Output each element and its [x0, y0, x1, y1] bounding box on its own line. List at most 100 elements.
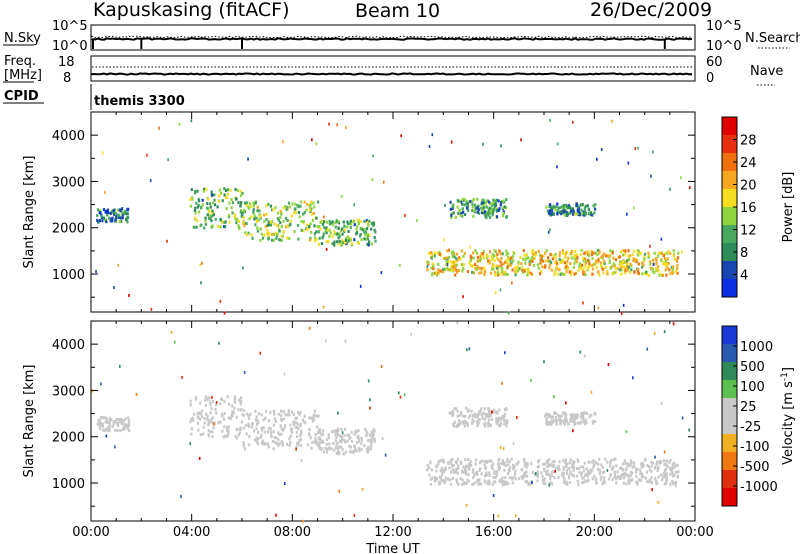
data-cell	[124, 417, 127, 421]
data-cell	[128, 429, 131, 433]
data-cell	[463, 251, 466, 255]
data-cell	[451, 252, 455, 256]
data-cell	[451, 268, 454, 272]
data-cell	[339, 229, 343, 233]
data-cell	[96, 422, 99, 426]
data-cell	[592, 459, 595, 463]
data-cell	[120, 421, 124, 425]
data-cell	[492, 198, 495, 202]
data-cell	[266, 442, 269, 446]
data-cell	[218, 188, 221, 192]
data-cell	[582, 411, 585, 415]
data-cell	[284, 225, 288, 229]
noise-search-trace	[91, 35, 693, 39]
data-cell	[631, 465, 634, 469]
data-cell	[299, 422, 302, 426]
data-cell	[259, 227, 263, 231]
data-cell	[553, 272, 556, 276]
data-cell	[341, 232, 344, 236]
data-cell	[618, 476, 621, 480]
data-cell	[254, 223, 257, 227]
data-cell	[482, 256, 485, 260]
data-cell	[565, 482, 569, 486]
data-cell	[256, 205, 259, 209]
data-cell	[471, 264, 474, 268]
data-cell	[502, 211, 505, 215]
data-cell	[590, 212, 593, 216]
data-cell	[358, 234, 362, 238]
data-cell-scatter	[114, 445, 116, 449]
data-cell	[120, 219, 123, 223]
data-cell	[564, 416, 568, 420]
data-cell	[194, 396, 198, 400]
data-cell	[239, 189, 242, 193]
data-cell	[286, 413, 289, 417]
data-cell	[629, 479, 633, 483]
data-cell	[595, 481, 598, 485]
data-cell	[103, 416, 106, 420]
data-cell	[443, 468, 446, 472]
data-cell	[110, 210, 114, 214]
data-cell	[202, 425, 205, 429]
data-cell	[556, 202, 559, 206]
data-cell	[575, 416, 578, 420]
data-cell	[525, 480, 529, 484]
data-cell	[310, 230, 313, 234]
data-cell	[629, 270, 632, 274]
data-cell	[487, 481, 491, 485]
data-cell	[562, 475, 565, 479]
data-cell	[584, 264, 587, 268]
data-cell	[119, 429, 122, 433]
data-cell	[312, 413, 316, 417]
data-cell	[677, 470, 680, 474]
data-cell	[506, 458, 509, 462]
data-cell	[565, 472, 569, 476]
data-cell	[594, 478, 597, 482]
data-cell	[548, 204, 551, 208]
data-cell	[206, 415, 209, 419]
data-cell	[363, 227, 366, 231]
data-cell-scatter	[649, 244, 651, 248]
data-cell	[475, 458, 478, 462]
data-cell	[428, 466, 431, 470]
data-cell	[328, 222, 331, 226]
data-cell	[465, 406, 468, 410]
data-cell	[634, 467, 638, 471]
data-cell-scatter	[399, 395, 402, 399]
data-cell	[601, 267, 604, 271]
data-cell	[277, 443, 280, 447]
data-cell	[278, 238, 282, 242]
data-cell	[473, 203, 477, 207]
data-cell	[572, 265, 575, 269]
data-cell	[620, 466, 623, 470]
data-cell	[372, 221, 375, 225]
data-cell	[496, 252, 499, 256]
data-cell	[667, 249, 670, 253]
data-cell	[524, 480, 527, 484]
data-cell	[340, 434, 343, 438]
data-cell	[205, 412, 208, 416]
data-cell	[581, 476, 584, 480]
data-cell	[100, 216, 104, 220]
data-cell	[644, 457, 647, 461]
data-cell	[606, 460, 609, 464]
data-cell	[346, 222, 350, 226]
data-cell	[488, 200, 491, 204]
data-cell	[601, 482, 604, 486]
data-cell-scatter	[499, 288, 502, 292]
data-cell	[526, 273, 529, 277]
data-cell	[514, 477, 517, 481]
data-cell	[573, 419, 576, 423]
data-cell	[295, 421, 298, 425]
data-cell	[209, 430, 212, 434]
data-cell	[107, 216, 111, 220]
data-cell	[453, 255, 456, 259]
data-cell	[501, 459, 505, 463]
data-cell	[312, 415, 315, 419]
data-cell	[548, 266, 551, 270]
data-cell	[588, 259, 591, 263]
data-cell	[650, 464, 653, 468]
data-cell	[584, 473, 587, 477]
data-cell-scatter	[634, 147, 637, 151]
data-cell	[479, 409, 482, 413]
